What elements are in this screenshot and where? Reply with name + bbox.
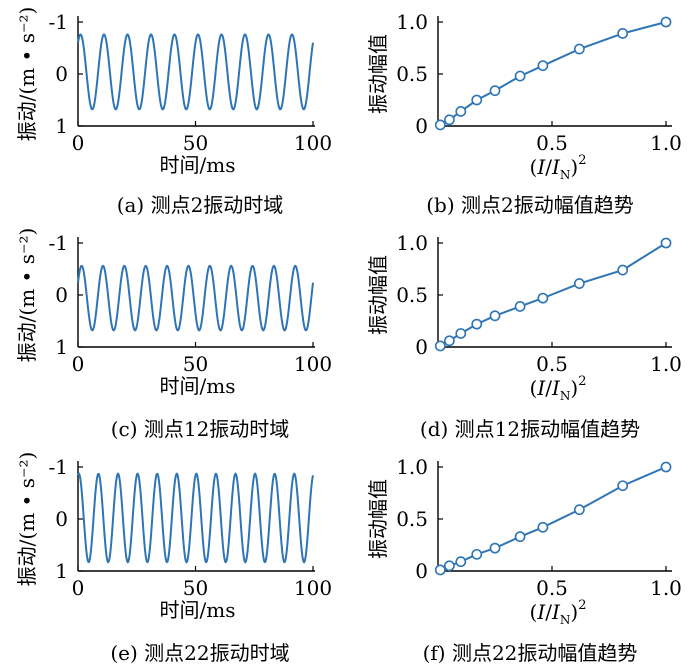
y-axis-label: 振动/(m • s⁻²) [15,228,39,363]
y-tick-label: 1 [55,335,68,359]
y-tick-label: -1 [49,10,68,34]
data-point [455,556,467,568]
y-tick-label: 0 [415,559,428,583]
data-point [660,461,672,473]
x-axis-label: (I/IN)2 [530,598,587,627]
data-point [489,85,501,97]
data-point [573,43,585,55]
data-point [537,60,549,72]
data-point [514,301,526,312]
data-point [489,542,501,554]
y-tick-label: 1.0 [396,231,428,255]
data-point [471,548,483,560]
y-axis-label: 振动幅值 [366,479,390,559]
y-tick-label: -1 [49,455,68,479]
panel-caption: (e) 测点22振动时域 [110,641,289,665]
panel-d: 0 0.5 1.0 0.5 1.0 (I/IN)2 振动幅值 (d) 测点12振动幅值趋势 [366,231,682,441]
x-tick-label: 0.5 [536,352,568,376]
data-point [617,28,629,39]
x-axis-label: 时间/ms [160,598,236,622]
x-tick-label: 0.5 [536,576,568,600]
x-axis-label: 时间/ms [160,153,236,177]
panel-caption: (c) 测点12振动时域 [111,417,290,441]
data-point [489,310,501,322]
data-point [471,94,483,106]
y-axis-label: 振动幅值 [366,255,390,335]
x-tick-label: 0 [72,131,85,155]
y-tick-label: 1 [55,559,68,583]
x-axis-label: (I/IN)2 [530,374,587,403]
y-tick-label: 0 [55,507,68,531]
signal-line [77,472,314,564]
y-tick-label: 1.0 [396,455,428,479]
data-point [660,16,672,28]
x-tick-label: 100 [294,352,332,376]
y-tick-label: 1 [55,114,68,138]
x-tick-label: 0 [72,352,85,376]
trend-line [439,242,667,347]
data-point [471,318,483,330]
panel-b: 0 0.5 1.0 0.5 1.0 (I/IN)2 振动幅值 (b) 测点2振动幅值趋势 [366,10,682,217]
panel-caption: (a) 测点2振动时域 [117,193,284,217]
x-tick-label: 50 [183,352,208,376]
data-point [434,119,446,131]
data-point [434,340,446,352]
y-axis-label: 振动幅值 [366,34,390,114]
x-tick-label: 1.0 [650,131,682,155]
x-tick-label: 100 [294,576,332,600]
panel-caption: (b) 测点2振动幅值趋势 [426,193,634,217]
x-tick-label: 50 [183,131,208,155]
y-axis-label: 振动/(m • s⁻²) [15,452,39,587]
data-point [537,521,549,533]
data-point [537,292,549,304]
x-tick-label: 100 [294,131,332,155]
x-tick-label: 0.5 [536,131,568,155]
data-point [434,564,446,576]
x-tick-label: 1.0 [650,576,682,600]
x-tick-label: 50 [183,576,208,600]
x-tick-label: 1.0 [650,352,682,376]
data-point [443,335,455,347]
signal-line [77,33,314,111]
x-axis-label: 时间/ms [160,374,236,398]
y-tick-label: 0 [415,335,428,359]
panel-caption: (d) 测点12振动幅值趋势 [420,417,640,441]
y-tick-label: 0 [415,114,428,138]
panel-caption: (f) 测点22振动幅值趋势 [423,641,638,665]
y-tick-label: 0.5 [396,507,428,531]
data-point [443,114,455,126]
x-axis-label: (I/IN)2 [530,153,587,182]
data-point [573,504,585,516]
data-point [455,106,467,117]
y-tick-label: 0.5 [396,283,428,307]
data-point [573,278,585,289]
data-point [443,560,455,572]
y-tick-label: -1 [49,231,68,255]
y-tick-label: 1.0 [396,10,428,34]
y-tick-label: 0.5 [396,62,428,86]
y-axis-label: 振动/(m • s⁻²) [15,7,39,142]
data-point [455,328,467,339]
data-point [660,237,672,249]
data-point [617,480,629,492]
trend-line [439,466,667,571]
trend-line [439,21,667,126]
data-point [514,531,526,543]
signal-line [77,264,314,332]
data-point [617,264,629,276]
data-point [514,70,526,82]
y-tick-label: 0 [55,283,68,307]
y-tick-label: 0 [55,62,68,86]
x-tick-label: 0 [72,576,85,600]
panel-f: 0 0.5 1.0 0.5 1.0 (I/IN)2 振动幅值 (f) 测点22振动幅值趋势 [366,455,682,665]
